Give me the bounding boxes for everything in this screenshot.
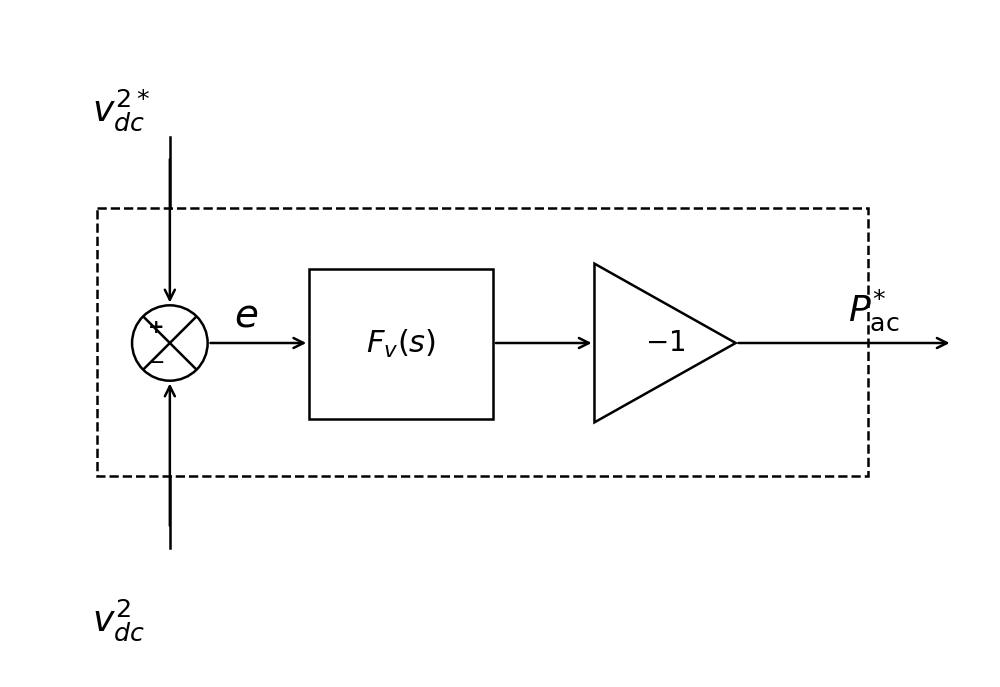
- Bar: [97, 208, 868, 476]
- Text: $-$: $-$: [147, 351, 164, 371]
- Text: $P_{\mathrm{ac}}^{*}$: $P_{\mathrm{ac}}^{*}$: [848, 288, 900, 333]
- Text: +: +: [148, 317, 164, 337]
- Text: $v_{dc}^{2*}$: $v_{dc}^{2*}$: [92, 87, 150, 133]
- Text: $F_v(s)$: $F_v(s)$: [366, 328, 436, 360]
- Text: $e$: $e$: [234, 296, 258, 335]
- Text: $v_{dc}^{2}$: $v_{dc}^{2}$: [92, 598, 145, 644]
- Text: $-1$: $-1$: [645, 329, 685, 357]
- Bar: [309, 269, 493, 419]
